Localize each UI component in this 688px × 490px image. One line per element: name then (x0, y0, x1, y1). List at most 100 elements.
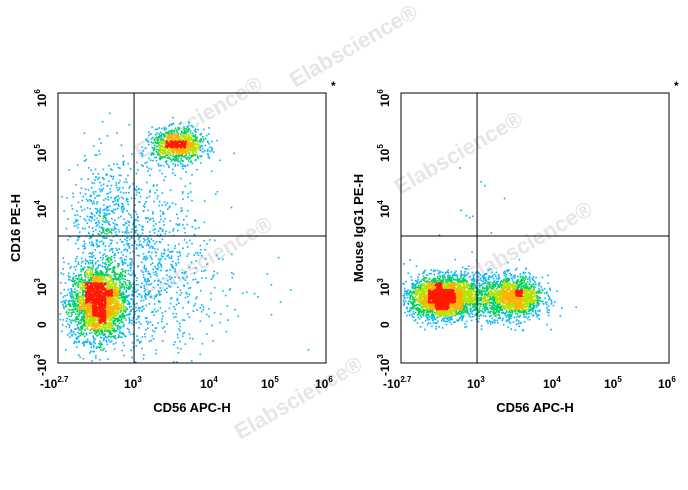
event-dot (86, 340, 89, 343)
event-dot (94, 305, 96, 308)
event-dot (242, 292, 244, 295)
event-dot (112, 178, 114, 180)
event-dot (116, 307, 119, 309)
event-dot (163, 179, 165, 182)
event-dot (164, 145, 166, 147)
event-dot (88, 279, 91, 281)
event-dot (81, 303, 84, 305)
event-dot (76, 293, 78, 295)
event-dot (98, 300, 101, 302)
event-dot (123, 344, 125, 347)
event-dot (79, 282, 82, 284)
event-dot (98, 319, 101, 322)
event-dot (111, 317, 113, 320)
event-dot (105, 339, 107, 342)
event-dot (129, 302, 131, 305)
event-dot (101, 329, 104, 332)
event-dot (150, 159, 152, 161)
event-dot (164, 249, 166, 252)
event-dot (157, 299, 160, 302)
event-dot (199, 320, 202, 322)
event-dot (78, 314, 81, 316)
event-dot (177, 164, 179, 167)
event-dot (83, 341, 85, 343)
event-dot (81, 315, 84, 318)
event-dot (175, 316, 177, 318)
event-dot (78, 301, 80, 304)
event-dot (165, 151, 168, 154)
event-dot (174, 155, 177, 158)
event-dot (168, 307, 171, 310)
event-dot (205, 137, 207, 140)
event-dot (119, 289, 122, 292)
event-dot (201, 343, 204, 345)
event-dot (104, 249, 106, 251)
event-dot (106, 228, 109, 230)
event-dot (102, 349, 104, 351)
event-dot (83, 160, 86, 162)
event-dot (118, 231, 121, 233)
event-dot (409, 259, 411, 261)
event-dot (66, 334, 69, 336)
event-dot (97, 264, 100, 266)
event-dot (126, 229, 129, 232)
event-dot (91, 256, 94, 259)
event-dot (83, 266, 86, 269)
event-dot (104, 330, 106, 332)
event-dot (124, 222, 127, 224)
event-dot (123, 258, 126, 261)
event-dot (149, 189, 151, 192)
event-dot (175, 150, 178, 153)
event-dot (115, 293, 117, 295)
event-dot (112, 267, 115, 269)
event-dot (80, 331, 83, 333)
event-dot (171, 141, 173, 143)
event-dot (81, 257, 83, 260)
event-dot (70, 315, 72, 318)
event-dot (97, 312, 100, 315)
event-dot (181, 272, 183, 274)
event-dot (128, 331, 131, 333)
event-dot (180, 153, 182, 155)
event-dot (138, 327, 140, 329)
event-dot (63, 307, 65, 310)
event-dot (156, 148, 158, 151)
event-dot (122, 187, 124, 189)
event-dot (144, 292, 147, 295)
event-dot (186, 276, 188, 278)
event-dot (82, 297, 84, 300)
event-dot (78, 332, 81, 335)
event-dot (87, 276, 89, 279)
event-dot (94, 342, 96, 345)
event-dot (94, 280, 96, 283)
event-dot (109, 243, 112, 245)
event-dot (169, 189, 172, 192)
event-dot (183, 165, 185, 167)
event-dot (79, 301, 81, 303)
event-dot (186, 151, 189, 153)
event-dot (108, 291, 111, 293)
event-dot (99, 290, 102, 293)
event-dot (113, 257, 116, 259)
event-dot (109, 292, 112, 295)
event-dot (117, 278, 119, 280)
event-dot (176, 298, 179, 300)
event-dot (108, 284, 110, 286)
event-dot (146, 323, 149, 325)
event-dot (161, 320, 163, 323)
event-dot (101, 310, 103, 313)
event-dot (109, 308, 112, 310)
event-dot (216, 139, 218, 142)
event-dot (99, 190, 102, 193)
event-dot (83, 309, 85, 312)
event-dot (89, 299, 91, 301)
event-dot (188, 121, 190, 123)
event-dot (91, 328, 94, 330)
event-dot (192, 135, 194, 137)
event-dot (200, 248, 202, 251)
event-dot (170, 149, 173, 152)
event-dot (86, 328, 89, 330)
event-dot (158, 293, 161, 295)
event-dot (110, 168, 112, 170)
event-dot (116, 326, 119, 328)
